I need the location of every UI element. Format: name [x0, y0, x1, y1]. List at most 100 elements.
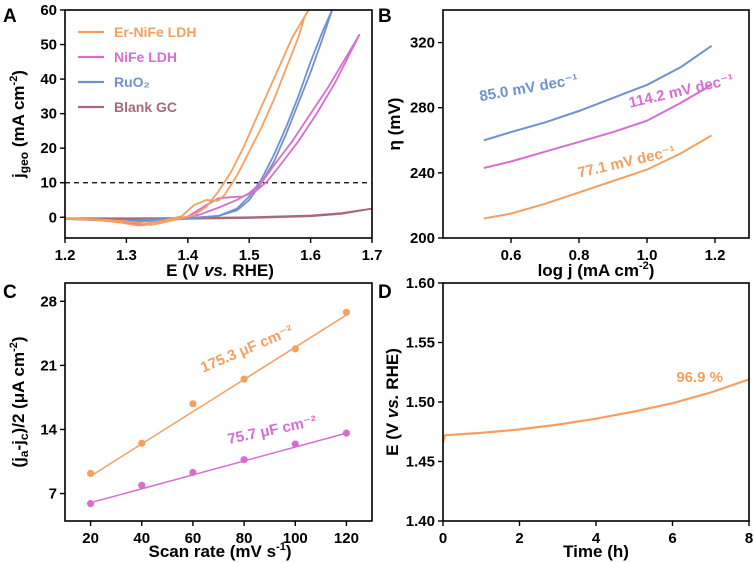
cv-forward-er-nife-ldh [65, 10, 310, 225]
data-point-er-nife-ldh [240, 375, 248, 383]
data-point-nife-ldh [240, 456, 248, 464]
panel-d-retention-label: 96.9 % [676, 369, 723, 386]
panel-letter-a: A [3, 6, 17, 27]
data-point-nife-ldh [189, 468, 197, 477]
panel-d-y-axis-label: E (V vs. RHE) [383, 348, 402, 456]
panel-a-y-tick-label: 60 [40, 2, 57, 19]
legend-label: NiFe LDH [114, 49, 177, 65]
panel-c-y-tick-label: 21 [40, 357, 57, 374]
data-point-nife-ldh [86, 500, 95, 508]
panel-b-ticks: 0.6 0.8 1.0 1.2 200 240 280 320 [410, 35, 725, 264]
tafel-slope-label: 114.2 mV dec⁻¹ [627, 71, 735, 112]
panel-b-y-tick-label: 320 [410, 35, 435, 52]
panel-a-y-tick-label: 0 [49, 209, 57, 226]
panel-b-x-tick-label: 0.8 [569, 247, 590, 264]
panel-c-y-axis-label: (ja-jc)/2 (μA cm-2) [8, 336, 31, 467]
panel-a-ticks: 1.2 1.3 1.4 1.5 1.6 1.7 0 10 20 30 40 50 60 [40, 2, 382, 264]
panel-a: A 1.2 1.3 1.4 1.5 1.6 1.7 0 10 20 30 40 50 60 Er-NiF… [3, 2, 382, 280]
panel-c-x-tick-label: 40 [133, 530, 150, 547]
tafel-slope-label: 85.0 mV dec⁻¹ [478, 71, 579, 105]
data-point-er-nife-ldh [342, 308, 351, 316]
panel-a-x-tick-label: 1.6 [300, 247, 321, 264]
cv-forward-ruo- [65, 10, 333, 222]
panel-d-x-tick-label: 0 [439, 530, 447, 547]
panel-d-frame [442, 282, 750, 522]
cv-forward-blank-gc [65, 207, 372, 220]
data-point-nife-ldh [138, 481, 146, 489]
panel-b-x-tick-label: 1.0 [637, 247, 658, 264]
panel-letter-b: B [378, 6, 392, 27]
panel-a-y-axis-label: jgeo (mA cm-2) [8, 70, 31, 179]
legend-label: Er-NiFe LDH [114, 24, 196, 40]
panel-b-x-axis-label: log j (mA cm-2) [538, 260, 655, 280]
panel-b-y-tick-label: 280 [410, 100, 435, 117]
data-point-er-nife-ldh [291, 345, 299, 353]
panel-letter-c: C [3, 282, 17, 303]
panel-b-y-axis-label: η (mV) [385, 98, 404, 151]
panel-b-x-tick-label: 1.2 [705, 247, 726, 264]
cv-backward-er-nife-ldh [65, 10, 310, 227]
panel-b-y-tick-label: 200 [410, 230, 435, 247]
panel-a-series [65, 10, 372, 227]
data-point-nife-ldh [342, 429, 351, 437]
fit-line-nife-ldh [90, 432, 347, 504]
panel-c: C 20 40 60 80 100 120 7 14 21 28 175.3 μF cm⁻² 75.… [3, 282, 373, 561]
data-point-er-nife-ldh [138, 439, 146, 447]
panel-c-x-tick-label: 120 [334, 530, 359, 547]
panel-c-y-tick-label: 7 [49, 486, 57, 503]
cv-backward-nife-ldh [65, 33, 361, 226]
panel-c-ticks: 20 40 60 80 100 120 7 14 21 28 [40, 293, 359, 547]
capacitance-label: 75.7 μF cm⁻² [226, 413, 318, 448]
panel-c-x-tick-label: 20 [82, 530, 99, 547]
panel-a-y-tick-label: 30 [40, 106, 57, 123]
panel-c-x-tick-label: 80 [236, 530, 253, 547]
panel-d-y-tick-label: 1.45 [406, 454, 435, 471]
cv-forward-nife-ldh [65, 33, 361, 225]
panel-b-tafel-labels: 85.0 mV dec⁻¹ 114.2 mV dec⁻¹77.1 mV dec⁻¹ [478, 71, 735, 182]
panel-a-x-axis-label: E (V vs. RHE) [166, 261, 274, 280]
panel-b: B 0.6 0.8 1.0 1.2 200 240 280 320 85.0 mV dec⁻¹… [378, 6, 750, 280]
panel-d-y-tick-label: 1.50 [406, 394, 435, 411]
panel-d-ticks: 0 2 4 6 8 1.40 1.45 1.50 1.55 1.60 [406, 275, 753, 547]
panel-c-x-axis-label: Scan rate (mV s-1) [148, 541, 291, 561]
panel-c-x-tick-label: 100 [283, 530, 308, 547]
panel-c-capacitance-labels: 175.3 μF cm⁻² 75.7 μF cm⁻² [198, 322, 318, 448]
panel-a-y-tick-label: 10 [40, 175, 57, 192]
panel-a-x-tick-label: 1.2 [55, 247, 76, 264]
panel-c-frame [64, 282, 373, 522]
panel-a-frame [64, 9, 373, 239]
tafel-line-ruo- [483, 44, 713, 142]
tafel-line-nife-ldh [483, 84, 713, 169]
panel-a-legend: Er-NiFe LDH NiFe LDH RuO₂ Blank GC [78, 24, 196, 115]
capacitance-label: 175.3 μF cm⁻² [198, 322, 296, 376]
panel-a-x-tick-label: 1.7 [362, 247, 383, 264]
panel-a-x-tick-label: 1.3 [116, 247, 137, 264]
panel-d-x-tick-label: 6 [668, 530, 676, 547]
panel-a-y-tick-label: 20 [40, 140, 57, 157]
panel-b-series [483, 44, 713, 220]
panel-d-series [443, 378, 749, 443]
panel-b-frame [442, 9, 750, 239]
data-point-er-nife-ldh [86, 469, 95, 477]
panel-d-y-tick-label: 1.60 [406, 275, 435, 292]
panel-d-y-tick-label: 1.55 [406, 335, 435, 352]
panel-c-series [86, 308, 351, 508]
panel-c-y-tick-label: 28 [40, 293, 57, 310]
cv-backward-blank-gc [65, 207, 372, 220]
panel-a-x-tick-label: 1.4 [177, 247, 199, 264]
tafel-line-er-nife-ldh [483, 134, 713, 220]
stability-curve [443, 378, 749, 443]
legend-label: Blank GC [114, 99, 177, 115]
data-point-nife-ldh [291, 440, 299, 448]
panel-letter-d: D [378, 282, 392, 303]
panel-d-x-tick-label: 4 [592, 530, 601, 547]
panel-b-x-tick-label: 0.6 [501, 247, 522, 264]
panel-d-x-tick-label: 8 [745, 530, 753, 547]
panel-d: D 0 2 4 6 8 1.40 1.45 1.50 1.55 1.60 96.9 % Time … [378, 275, 753, 561]
legend-label: RuO₂ [114, 74, 150, 90]
panel-a-x-tick-label: 1.5 [239, 247, 260, 264]
panel-d-x-axis-label: Time (h) [563, 542, 629, 561]
panel-b-y-tick-label: 240 [410, 165, 435, 182]
data-point-er-nife-ldh [189, 400, 197, 408]
